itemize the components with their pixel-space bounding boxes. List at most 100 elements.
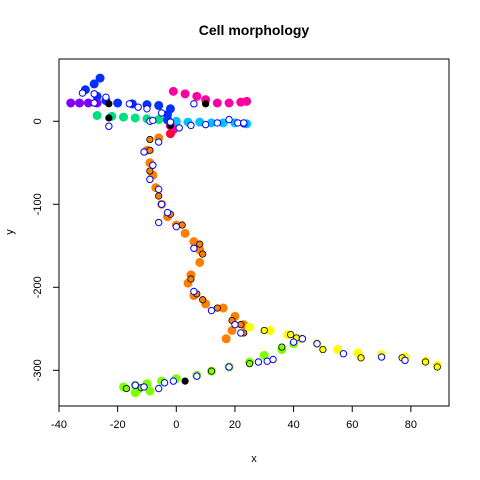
y-tick-label: -100 — [32, 193, 44, 215]
open-point — [190, 244, 198, 252]
open-point — [166, 118, 175, 126]
data-point — [195, 257, 205, 267]
open-point — [190, 287, 198, 296]
data-point — [113, 98, 123, 108]
open-point — [190, 100, 198, 108]
open-point — [146, 175, 154, 184]
x-tick-label: -20 — [110, 419, 126, 431]
data-point — [145, 386, 155, 396]
x-tick-label: 60 — [346, 419, 358, 431]
open-point — [125, 100, 134, 108]
open-point — [237, 329, 245, 337]
outlined-point — [187, 275, 195, 283]
outlined-point — [246, 360, 254, 368]
plot-frame — [58, 58, 450, 407]
data-point — [95, 73, 105, 83]
outlined-point — [278, 343, 286, 351]
open-point — [134, 103, 142, 111]
open-point — [105, 122, 113, 130]
data-point — [180, 89, 190, 99]
open-point — [254, 358, 263, 366]
open-point — [298, 335, 307, 343]
data-point — [221, 334, 231, 344]
chart-title: Cell morphology — [199, 22, 310, 38]
data-point — [265, 325, 275, 335]
data-point — [242, 96, 252, 106]
open-point — [154, 384, 163, 393]
open-point — [154, 185, 163, 194]
outlined-point — [146, 135, 154, 144]
outlined-point — [105, 100, 113, 108]
data-point — [168, 86, 178, 96]
open-point — [339, 350, 348, 358]
open-point — [193, 372, 201, 380]
axes: -40 -20 0 20 40 60 800-100-200-300 — [32, 118, 417, 431]
outlined-point — [155, 192, 163, 200]
outlined-points — [260, 326, 441, 371]
open-point — [154, 138, 163, 146]
data-point — [92, 110, 102, 120]
open-point — [231, 320, 239, 329]
open-point — [78, 89, 87, 97]
data-point — [83, 98, 93, 108]
open-point — [149, 161, 157, 169]
open-circle-points — [78, 89, 409, 393]
data-point — [333, 345, 343, 355]
x-tick-label: 0 — [173, 419, 179, 431]
outlined-points — [146, 135, 248, 337]
open-point — [207, 306, 216, 315]
open-point — [140, 148, 148, 156]
data-point — [180, 228, 190, 238]
open-point — [102, 93, 110, 101]
data-point — [75, 98, 85, 108]
open-point — [169, 377, 178, 385]
data-point — [154, 115, 164, 125]
outlined-point — [146, 167, 154, 175]
open-point — [175, 124, 183, 132]
outlined-point — [421, 358, 430, 366]
open-point — [240, 119, 248, 127]
outlined-point — [260, 326, 268, 335]
outlined-point — [122, 384, 131, 393]
outlined-point — [181, 377, 189, 385]
outlined-points — [105, 100, 306, 385]
data-point — [119, 112, 129, 122]
open-point — [377, 353, 386, 361]
open-point — [149, 116, 157, 125]
open-point — [90, 99, 98, 107]
open-point — [213, 119, 222, 127]
y-tick-label: -200 — [32, 276, 44, 298]
y-tick-label: -300 — [32, 359, 44, 381]
outlined-point — [199, 250, 207, 258]
outlined-point — [202, 100, 210, 108]
outlined-point — [319, 345, 327, 354]
x-tick-label: 40 — [287, 419, 299, 431]
data-point — [212, 98, 222, 108]
data-point — [66, 98, 76, 108]
data-point — [130, 113, 140, 123]
open-point — [140, 383, 148, 391]
x-tick-label: -40 — [51, 419, 67, 431]
open-point — [90, 90, 98, 98]
data-point — [189, 237, 199, 247]
data-point — [165, 129, 175, 139]
open-point — [157, 109, 166, 117]
open-point — [269, 355, 277, 364]
x-axis-label: x — [251, 453, 257, 465]
outlined-point — [199, 296, 207, 304]
data-points — [66, 73, 442, 398]
open-point — [154, 218, 163, 227]
data-series — [142, 120, 249, 344]
x-tick-label: 20 — [229, 419, 241, 431]
x-tick-label: 80 — [405, 419, 417, 431]
open-point — [401, 356, 409, 365]
data-point — [154, 100, 164, 110]
data-series — [165, 129, 175, 139]
open-point — [225, 115, 233, 124]
outlined-point — [433, 363, 441, 371]
y-axis-label: y — [4, 229, 16, 235]
open-point — [160, 379, 169, 387]
data-point — [245, 322, 255, 332]
open-point — [157, 200, 166, 208]
